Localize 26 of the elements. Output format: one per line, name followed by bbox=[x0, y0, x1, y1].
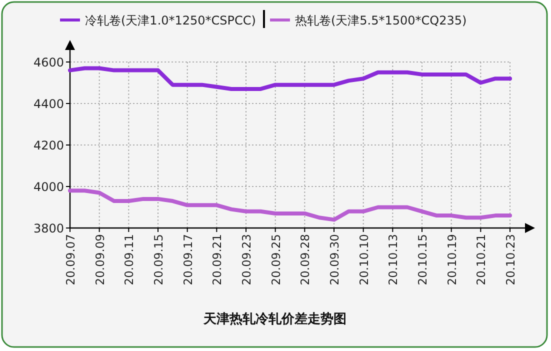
x-tick-label: 20.09.11 bbox=[122, 234, 136, 286]
y-tick-label: 3800 bbox=[33, 222, 64, 236]
x-tick-label: 20.10.13 bbox=[386, 234, 400, 286]
line-series bbox=[68, 66, 512, 91]
x-tick-label: 20.09.07 bbox=[64, 234, 78, 286]
x-tick-label: 20.09.15 bbox=[152, 234, 166, 286]
x-tick-label: 20.09.23 bbox=[240, 234, 254, 286]
x-tick-label: 20.09.21 bbox=[210, 234, 224, 286]
x-tick-label: 20.09.30 bbox=[328, 234, 342, 286]
line-series bbox=[68, 188, 512, 222]
legend-label: 热轧卷(天津5.5*1500*CQ235) bbox=[294, 14, 467, 28]
x-tick-label: 20.10.10 bbox=[356, 234, 371, 286]
y-tick-label: 4200 bbox=[33, 138, 64, 152]
y-tick-label: 4600 bbox=[33, 56, 64, 70]
x-tick-label: 20.09.17 bbox=[180, 234, 195, 286]
x-tick-label: 20.10.21 bbox=[474, 234, 488, 286]
y-tick-label: 4400 bbox=[33, 97, 64, 111]
x-tick-label: 20.09.28 bbox=[298, 234, 312, 286]
x-tick-label: 20.09.25 bbox=[268, 234, 283, 286]
text: 天津热轧冷轧价差走势图 bbox=[202, 311, 346, 327]
legend-label: 冷轧卷(天津1.0*1250*CSPCC) bbox=[85, 14, 256, 28]
y-tick-label: 4000 bbox=[33, 180, 64, 194]
x-tick-label: 20.10.19 bbox=[444, 234, 459, 286]
x-tick-label: 20.10.15 bbox=[416, 234, 430, 286]
x-tick-label: 20.10.23 bbox=[504, 234, 518, 286]
x-tick-label: 20.09.09 bbox=[92, 234, 107, 286]
